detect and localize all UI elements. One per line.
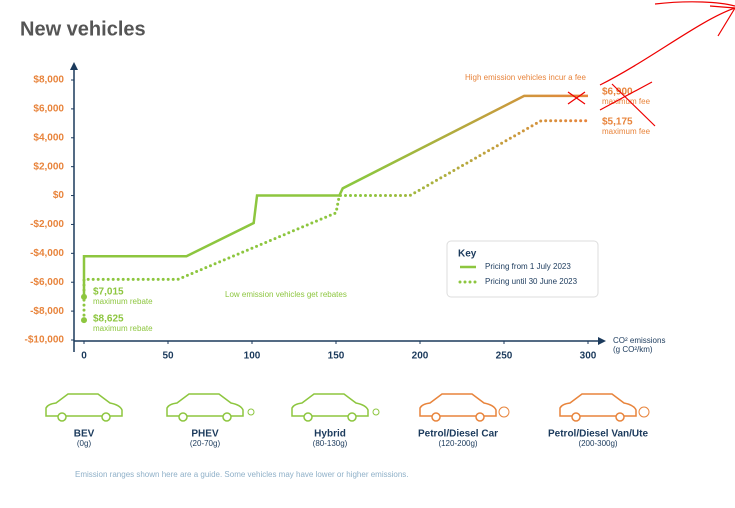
vehicle: Petrol/Diesel Car(120-200g) — [418, 393, 510, 448]
wheel — [178, 412, 188, 422]
exhaust — [638, 406, 650, 418]
y-tick-label: -$10,000 — [25, 335, 65, 346]
vehicle-name: PHEV — [191, 429, 219, 440]
x-axis-units: (g CO²/km) — [613, 345, 653, 354]
vehicle: BEV(0g) — [45, 393, 123, 448]
y-tick-label: $0 — [53, 190, 65, 201]
legend: Pricing from 1 July 2023 Pricing until 30… — [458, 262, 578, 286]
end-dot — [81, 293, 87, 300]
y-tick-label: -$8,000 — [30, 306, 64, 317]
y-arrow — [70, 62, 78, 70]
vehicles: BEV(0g) PHEV(20-70g) Hybrid(80-130g) Petrol… — [45, 393, 650, 448]
wheel — [101, 412, 111, 422]
exhaust — [498, 406, 510, 418]
vehicle-range: (20-70g) — [190, 439, 221, 448]
legend-label: Pricing until 30 June 2023 — [485, 277, 578, 286]
series-line — [82, 94, 588, 297]
vehicle-name: Hybrid — [314, 429, 346, 440]
vehicle-range: (0g) — [77, 439, 92, 448]
scribbles — [567, 1, 735, 127]
annotation: $5,175 — [602, 117, 633, 128]
wheel — [222, 412, 232, 422]
legend-label: Pricing from 1 July 2023 — [485, 262, 571, 271]
wheel — [431, 412, 441, 422]
end-dot — [81, 317, 87, 324]
x-tick-label: 200 — [412, 351, 429, 362]
exhaust — [372, 408, 380, 416]
annotation: maximum fee — [602, 127, 651, 136]
vehicle-icon — [291, 393, 369, 417]
vehicle: PHEV(20-70g) — [166, 393, 255, 448]
y-tick-label: -$6,000 — [30, 277, 64, 288]
vehicle-icon — [45, 393, 123, 417]
annotation: Low emission vehicles get rebates — [225, 290, 347, 299]
scribble — [709, 5, 735, 37]
annotation: High emission vehicles incur a fee — [465, 73, 586, 82]
x-tick-label: 0 — [81, 351, 87, 362]
vehicle-name: Petrol/Diesel Van/Ute — [548, 429, 648, 440]
x-axis-label: CO² emissions — [613, 336, 665, 345]
vehicle-icon — [559, 393, 637, 417]
scribble — [599, 7, 735, 86]
vehicle-name: Petrol/Diesel Car — [418, 429, 498, 440]
scribble — [567, 91, 586, 105]
x-arrow — [598, 337, 606, 345]
wheel — [303, 412, 313, 422]
x-tick-label: 300 — [580, 351, 597, 362]
exhaust — [247, 408, 255, 416]
scribble — [654, 1, 735, 7]
footnote: Emission ranges shown here are a guide. … — [75, 470, 409, 479]
y-tick-label: $2,000 — [33, 161, 64, 172]
y-tick-label: $6,000 — [33, 104, 64, 115]
annotation: maximum rebate — [93, 297, 153, 306]
wheel — [475, 412, 485, 422]
series-line — [82, 119, 590, 322]
x-tick-label: 100 — [244, 351, 261, 362]
y-tick-label: $4,000 — [33, 132, 64, 143]
vehicle-icon — [166, 393, 244, 417]
x-tick-label: 150 — [328, 351, 345, 362]
y-tick-label: $8,000 — [33, 75, 64, 86]
page-title: New vehicles — [20, 18, 146, 40]
annotation: $6,900 — [602, 87, 633, 98]
vehicle: Petrol/Diesel Van/Ute(200-300g) — [548, 393, 650, 448]
legend-box — [446, 240, 599, 298]
annotation: $7,015 — [93, 287, 124, 298]
vehicle-name: BEV — [74, 429, 95, 440]
annotation: maximum rebate — [93, 324, 153, 333]
scribble — [599, 81, 656, 127]
plot: $8,000 $6,000 $4,000 $2,000 $0 -$2,000 -$4,000… — [25, 75, 597, 362]
x-tick-label: 50 — [162, 351, 174, 362]
wheel — [615, 412, 625, 422]
wheel — [571, 412, 581, 422]
y-tick-label: -$2,000 — [30, 219, 64, 230]
y-tick-label: -$4,000 — [30, 248, 64, 259]
vehicle-range: (200-300g) — [578, 439, 617, 448]
legend-title: Key — [458, 249, 477, 260]
annotation: maximum fee — [602, 97, 651, 106]
x-tick-label: 250 — [496, 351, 513, 362]
vehicle-range: (120-200g) — [438, 439, 477, 448]
vehicle: Hybrid(80-130g) — [291, 393, 380, 448]
wheel — [347, 412, 357, 422]
vehicle-range: (80-130g) — [313, 439, 348, 448]
annotation: $8,625 — [93, 314, 124, 325]
wheel — [57, 412, 67, 422]
vehicle-icon — [419, 393, 497, 417]
